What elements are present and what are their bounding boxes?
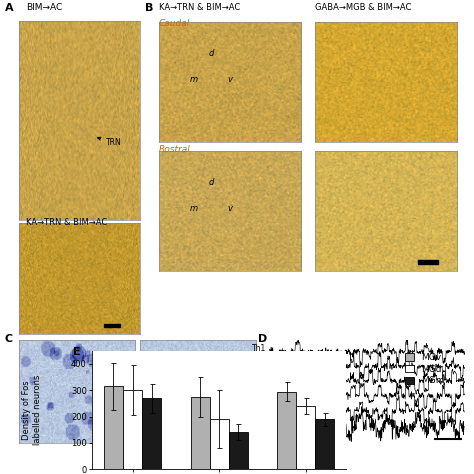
Bar bbox=[123, 390, 142, 469]
Text: d: d bbox=[209, 178, 214, 187]
Text: Th2: Th2 bbox=[252, 361, 266, 370]
Text: Th1: Th1 bbox=[252, 344, 266, 353]
Text: m: m bbox=[190, 204, 198, 213]
Text: GABA→MGB & BIM→AC: GABA→MGB & BIM→AC bbox=[315, 3, 411, 12]
Bar bbox=[223, 434, 240, 437]
Bar bbox=[103, 324, 120, 328]
Text: m: m bbox=[190, 75, 198, 84]
Text: v: v bbox=[227, 75, 232, 84]
Bar bbox=[418, 260, 438, 264]
Bar bbox=[191, 397, 210, 469]
Text: Cx: Cx bbox=[256, 430, 266, 439]
Y-axis label: Density of Fos
labelled neurons: Density of Fos labelled neurons bbox=[22, 375, 42, 445]
Bar bbox=[142, 398, 161, 469]
Text: Th5: Th5 bbox=[252, 413, 266, 422]
Text: Th4: Th4 bbox=[252, 396, 266, 405]
Text: D: D bbox=[258, 334, 268, 344]
Legend: MGv, MGd, MGm: MGv, MGd, MGm bbox=[401, 349, 448, 389]
Text: BIM→AC: BIM→AC bbox=[26, 3, 62, 12]
Text: A: A bbox=[5, 3, 13, 13]
Text: Caudal: Caudal bbox=[159, 19, 190, 28]
Text: B: B bbox=[145, 3, 153, 13]
Text: Th3: Th3 bbox=[252, 378, 266, 387]
Text: Rostral: Rostral bbox=[159, 145, 191, 154]
Text: TRN: TRN bbox=[98, 137, 122, 147]
Text: d: d bbox=[209, 49, 214, 58]
Bar bbox=[104, 386, 123, 469]
Bar bbox=[296, 406, 315, 469]
Bar bbox=[315, 419, 335, 469]
Text: E: E bbox=[73, 347, 81, 357]
Bar bbox=[229, 432, 248, 469]
Text: KA→TRN & BIM→AC: KA→TRN & BIM→AC bbox=[26, 218, 107, 227]
Text: v: v bbox=[227, 204, 232, 213]
Text: C: C bbox=[5, 334, 13, 344]
Bar bbox=[277, 392, 296, 469]
Bar bbox=[210, 419, 229, 469]
Text: KA→TRN & BIM→AC: KA→TRN & BIM→AC bbox=[159, 3, 240, 12]
